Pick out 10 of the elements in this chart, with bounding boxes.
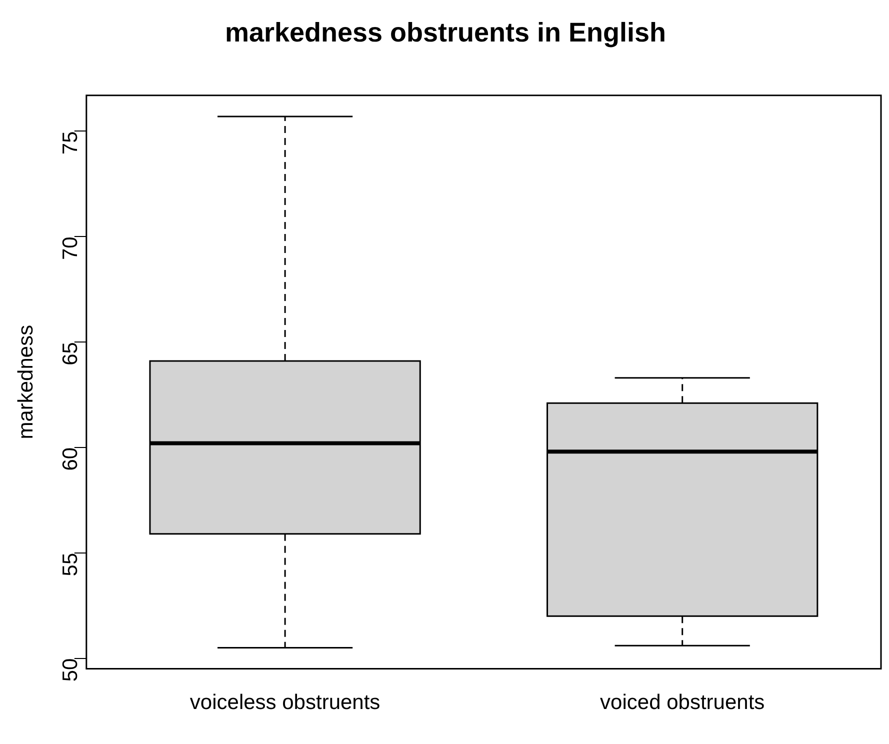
y-tick-label: 50: [59, 658, 82, 682]
y-tick-label: 70: [59, 236, 82, 260]
y-tick-label: 75: [59, 131, 82, 155]
y-axis-title: markedness: [14, 324, 38, 440]
x-tick-label: voiceless obstruents: [190, 691, 380, 714]
y-tick-label: 55: [59, 552, 82, 576]
y-tick-label: 65: [59, 342, 82, 366]
y-tick-label: 60: [59, 447, 82, 471]
x-tick-label: voiced obstruents: [600, 691, 765, 714]
chart-title: markedness obstruents in English: [224, 18, 666, 48]
